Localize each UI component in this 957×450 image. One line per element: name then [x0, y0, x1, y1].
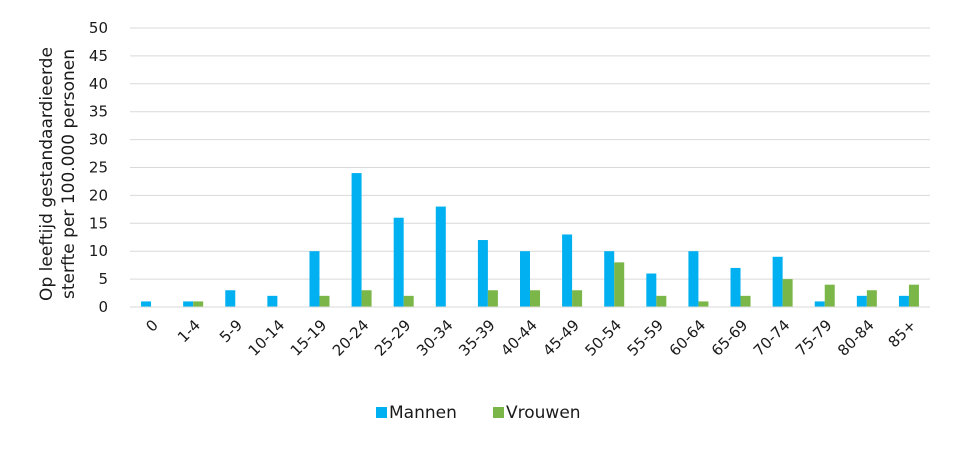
x-tick-label: 55-59 [624, 316, 668, 360]
bar-vrouwen-25-29 [403, 295, 414, 307]
bar-mannen-35-39 [477, 240, 488, 307]
x-tick-label: 80-84 [834, 316, 878, 360]
y-tick-label: 30 [89, 131, 108, 149]
bar-mannen-10-14 [267, 295, 278, 307]
bar-mannen-20-24 [351, 173, 362, 307]
bar-mannen-25-29 [393, 217, 404, 307]
x-tick-label: 25-29 [371, 316, 415, 360]
x-tick-label: 70-74 [750, 316, 794, 360]
y-tick-label: 40 [89, 75, 108, 93]
bar-vrouwen-55-59 [656, 295, 667, 307]
bar-mannen-65-69 [730, 267, 741, 307]
bar-vrouwen-40-44 [530, 290, 540, 307]
legend-swatch-mannen [376, 407, 387, 418]
bar-vrouwen-20-24 [361, 290, 372, 307]
y-axis-label-line-1: Op leeftijd gestandaardieerde [37, 47, 57, 301]
x-tick-label: 40-44 [497, 316, 541, 360]
x-tick-label: 30-34 [413, 316, 457, 360]
x-tick-label: 85+ [885, 316, 920, 351]
legend-swatch-vrouwen [493, 407, 504, 418]
y-tick-label: 5 [98, 270, 108, 288]
y-axis-ticks: 0 5 10 15 20 25 30 35 40 45 50 [89, 19, 108, 316]
y-tick-label: 35 [89, 103, 108, 121]
bar-mannen-50-54 [604, 251, 615, 307]
y-tick-label: 50 [89, 19, 108, 37]
bars [141, 173, 919, 307]
y-tick-label: 10 [89, 242, 108, 260]
bar-mannen-5-9 [225, 290, 236, 307]
y-tick-label: 15 [89, 214, 108, 232]
x-tick-label: 45-49 [539, 316, 583, 360]
bar-vrouwen-15-19 [319, 295, 330, 307]
x-tick-label: 75-79 [792, 316, 836, 360]
bar-vrouwen-35-39 [487, 290, 498, 307]
bar-mannen-1-4 [183, 301, 194, 307]
x-tick-label: 50-54 [581, 316, 625, 360]
y-tick-label: 45 [89, 47, 108, 65]
bar-vrouwen-45-49 [572, 290, 583, 307]
bar-mannen-80-84 [856, 295, 867, 307]
bar-mannen-30-34 [435, 206, 446, 307]
bar-vrouwen-75-79 [824, 284, 835, 307]
bar-mannen-85+ [898, 295, 909, 307]
x-tick-label: 15-19 [287, 316, 331, 360]
x-tick-label: 35-39 [455, 316, 499, 360]
bar-vrouwen-65-69 [740, 295, 751, 307]
bar-vrouwen-85+ [908, 284, 919, 307]
gridlines [130, 27, 930, 280]
bar-mannen-40-44 [520, 251, 530, 307]
x-tick-label: 1-4 [174, 316, 204, 346]
y-tick-label: 25 [89, 159, 108, 177]
bar-vrouwen-60-64 [698, 301, 709, 307]
bar-vrouwen-50-54 [614, 262, 625, 307]
bar-vrouwen-80-84 [866, 290, 877, 307]
x-tick-label: 60-64 [666, 316, 710, 360]
bar-mannen-75-79 [814, 301, 825, 307]
bar-vrouwen-70-74 [782, 279, 793, 307]
x-tick-label: 5-9 [216, 316, 246, 346]
x-tick-label: 0 [142, 316, 161, 335]
x-axis-ticks: 0 1-4 5-910-1415-1920-2425-2930-3435-3940-… [142, 316, 919, 360]
y-tick-label: 0 [98, 298, 108, 316]
x-tick-label: 65-69 [708, 316, 752, 360]
bar-mannen-45-49 [562, 234, 573, 307]
x-tick-label: 10-14 [245, 316, 289, 360]
legend-label-mannen: Mannen [389, 403, 457, 423]
legend-label-vrouwen: Vrouwen [506, 403, 581, 423]
x-tick-label: 20-24 [329, 316, 373, 360]
bar-mannen-0 [141, 301, 152, 307]
bar-mannen-15-19 [309, 251, 320, 307]
bar-vrouwen-1-4 [193, 301, 204, 307]
legend: Mannen Vrouwen [376, 403, 581, 423]
y-tick-label: 20 [89, 186, 108, 204]
bar-mannen-60-64 [688, 251, 699, 307]
y-axis-label-line-2: sterfte per 100.000 personen [59, 49, 79, 299]
bar-mannen-55-59 [646, 273, 657, 307]
bar-mannen-70-74 [772, 256, 783, 307]
